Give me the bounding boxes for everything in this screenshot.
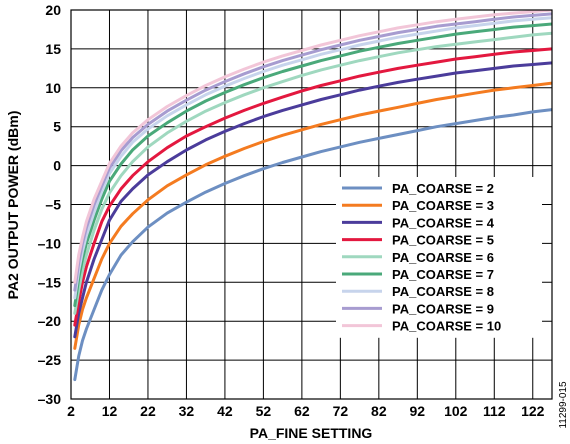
- x-tick-label: 62: [294, 403, 310, 419]
- x-tick-label: 22: [140, 403, 156, 419]
- series-line: [73, 16, 552, 300]
- series-line: [73, 47, 552, 327]
- y-tick-label: 15: [45, 41, 61, 57]
- y-tick-label: –30: [38, 391, 62, 407]
- y-tick-label: –20: [38, 313, 62, 329]
- x-tick-label: 2: [67, 403, 75, 419]
- legend-label: PA_COARSE = 6: [392, 250, 494, 265]
- x-tick-label: 12: [102, 403, 118, 419]
- y-axis-title: PA2 OUTPUT POWER (dBm): [5, 111, 21, 300]
- x-tick-label: 112: [483, 403, 506, 419]
- x-tick-label: 42: [217, 403, 233, 419]
- figure-id: 11299-015: [558, 381, 569, 429]
- y-tick-label: –25: [38, 352, 62, 368]
- x-axis-title: PA_FINE SETTING: [250, 425, 373, 441]
- legend-label: PA_COARSE = 3: [392, 198, 494, 213]
- x-tick-label: 52: [256, 403, 272, 419]
- series-line: [73, 22, 552, 308]
- legend-label: PA_COARSE = 8: [392, 284, 494, 299]
- series-line: [73, 108, 552, 382]
- legend-label: PA_COARSE = 4: [392, 215, 495, 230]
- legend-label: PA_COARSE = 2: [392, 181, 494, 196]
- x-tick-label: 72: [333, 403, 349, 419]
- series-line: [73, 12, 552, 292]
- y-tick-label: –5: [45, 197, 61, 213]
- x-tick-labels: 2 12 22 32 42 52 62 72 82 92 102 112 122: [67, 403, 545, 419]
- x-tick-label: 102: [444, 403, 468, 419]
- series-line: [73, 10, 552, 284]
- plot-frame: [70, 9, 553, 400]
- y-tick-label: 5: [53, 119, 61, 135]
- series-line: [73, 61, 552, 339]
- y-tick-label: –15: [38, 274, 62, 290]
- legend-label: PA_COARSE = 5: [392, 233, 494, 248]
- legend-label: PA_COARSE = 7: [392, 267, 494, 282]
- x-tick-label: 32: [179, 403, 195, 419]
- series-lines: [73, 10, 552, 382]
- series-line: [73, 81, 552, 350]
- legend-label: PA_COARSE = 9: [392, 301, 494, 316]
- x-tick-label: 92: [410, 403, 426, 419]
- legend: PA_COARSE = 2 PA_COARSE = 3 PA_COARSE = 4 P…: [336, 177, 542, 338]
- legend-label: PA_COARSE = 10: [392, 319, 501, 334]
- y-tick-label: –10: [38, 235, 62, 251]
- x-tick-label: 82: [371, 403, 387, 419]
- y-tick-label: 20: [45, 2, 61, 18]
- y-tick-label: 10: [45, 80, 61, 96]
- y-tick-labels: –30 –25 –20 –15 –10 –5 0 5 10 15 20: [38, 2, 62, 407]
- series-line: [73, 31, 552, 315]
- x-tick-label: 122: [521, 403, 545, 419]
- y-tick-label: 0: [53, 158, 61, 174]
